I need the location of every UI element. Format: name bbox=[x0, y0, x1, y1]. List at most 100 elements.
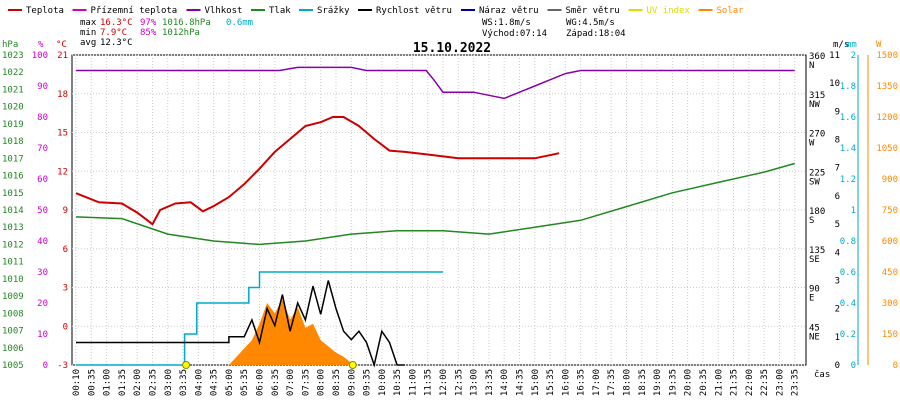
series-rain bbox=[76, 271, 443, 366]
w-tick: 1200 bbox=[876, 113, 898, 123]
series-solar bbox=[228, 298, 356, 365]
mm-tick: 0.8 bbox=[840, 237, 856, 247]
w-tick: 0 bbox=[893, 361, 898, 371]
x-tick-label: 19:35 bbox=[668, 369, 678, 396]
ms-tick: 5 bbox=[835, 220, 840, 230]
w-tick: 750 bbox=[882, 206, 898, 216]
pct-tick: 30 bbox=[37, 268, 48, 278]
mm-tick: 1.2 bbox=[840, 175, 856, 185]
mm-tick: 0.4 bbox=[840, 299, 856, 309]
x-tick-label: 05:00 bbox=[225, 369, 235, 396]
stat-label-avg: avg bbox=[80, 38, 96, 48]
mm-tick: 1.6 bbox=[840, 113, 856, 123]
x-tick-label: 17:00 bbox=[592, 369, 602, 396]
legend-label-wd: Směr větru bbox=[566, 6, 620, 16]
stat-rain-max: 0.6mm bbox=[226, 18, 253, 28]
plot-area bbox=[75, 66, 795, 369]
pct-tick: 10 bbox=[37, 330, 48, 340]
ms-tick: 11 bbox=[829, 51, 840, 61]
hpa-tick: 1012 bbox=[2, 240, 24, 250]
degc-tick: 15 bbox=[57, 129, 68, 139]
x-tick-label: 22:00 bbox=[745, 369, 755, 396]
dir-tick: 45 bbox=[809, 323, 820, 333]
mm-tick: 0.2 bbox=[840, 330, 856, 340]
x-tick-label: 21:35 bbox=[730, 369, 740, 396]
w-tick: 450 bbox=[882, 268, 898, 278]
ms-tick: 6 bbox=[835, 192, 840, 202]
x-tick-label: 16:00 bbox=[561, 369, 571, 396]
hpa-tick: 1023 bbox=[2, 51, 24, 61]
mm-tick: 2 bbox=[851, 51, 856, 61]
hpa-tick: 1010 bbox=[2, 275, 24, 285]
x-tick-label: 13:35 bbox=[485, 369, 495, 396]
x-tick-label: 08:00 bbox=[317, 369, 327, 396]
stat-label-max: max bbox=[80, 18, 97, 28]
legend-label-ws: Rychlost větru bbox=[376, 6, 452, 16]
legend-label-solar: Solar bbox=[717, 6, 745, 16]
dir-label: SE bbox=[809, 255, 820, 265]
x-axis-label: čas bbox=[814, 369, 830, 380]
pct-tick: 50 bbox=[37, 206, 48, 216]
dir-label: NE bbox=[809, 332, 820, 342]
x-tick-label: 09:35 bbox=[363, 369, 373, 396]
x-tick-label: 12:35 bbox=[454, 369, 464, 396]
x-tick-label: 00:10 bbox=[72, 369, 82, 396]
x-tick-label: 10:35 bbox=[393, 369, 403, 396]
hpa-tick: 1017 bbox=[2, 154, 24, 164]
hpa-tick: 1005 bbox=[2, 361, 24, 371]
x-tick-label: 23:35 bbox=[791, 369, 801, 396]
hpa-tick: 1020 bbox=[2, 103, 24, 113]
mm-tick: 0 bbox=[851, 361, 856, 371]
degc-tick: 6 bbox=[63, 245, 68, 255]
ms-tick: 4 bbox=[835, 248, 840, 258]
ms-tick: 10 bbox=[829, 79, 840, 89]
series-hum bbox=[76, 66, 795, 100]
ms-tick: 1 bbox=[835, 333, 840, 343]
x-tick-label: 13:00 bbox=[470, 369, 480, 396]
x-tick-label: 02:35 bbox=[148, 369, 158, 396]
x-tick-label: 21:00 bbox=[714, 369, 724, 396]
x-tick-label: 08:35 bbox=[332, 369, 342, 396]
x-tick-label: 07:00 bbox=[286, 369, 296, 396]
mm-tick: 1 bbox=[851, 206, 856, 216]
pct-tick: 80 bbox=[37, 113, 48, 123]
x-tick-label: 11:35 bbox=[424, 369, 434, 396]
degc-tick: 9 bbox=[63, 206, 68, 216]
mm-unit: mm bbox=[846, 40, 857, 50]
stat-temp-avg: 12.3°C bbox=[100, 38, 133, 48]
w-tick: 600 bbox=[882, 237, 898, 247]
x-tick-label: 06:00 bbox=[256, 369, 266, 396]
degc-tick: 3 bbox=[63, 284, 68, 294]
stat-temp-min: 7.9°C bbox=[100, 28, 127, 38]
x-tick-label: 05:35 bbox=[240, 369, 250, 396]
series-temp bbox=[75, 116, 560, 226]
stat-hum-min: 85% bbox=[140, 28, 157, 38]
uv-point bbox=[182, 361, 191, 369]
ms-tick: 3 bbox=[835, 276, 840, 286]
x-tick-label: 18:00 bbox=[623, 369, 633, 396]
stat-press-max: 1016.8hPa bbox=[162, 18, 211, 28]
x-tick-label: 04:35 bbox=[210, 369, 220, 396]
stat-hum-max: 97% bbox=[140, 18, 157, 28]
x-tick-label: 22:35 bbox=[760, 369, 770, 396]
x-tick-label: 15:35 bbox=[546, 369, 556, 396]
x-tick-label: 01:35 bbox=[118, 369, 128, 396]
x-tick-label: 14:00 bbox=[500, 369, 510, 396]
hpa-tick: 1006 bbox=[2, 344, 24, 354]
hpa-tick: 1022 bbox=[2, 68, 24, 78]
stats-panel: max 16.3°C 97% 1016.8hPa 0.6mm min 7.9°C 85% 101… bbox=[80, 18, 253, 48]
dir-tick: 90 bbox=[809, 285, 820, 295]
wind-speed-info: WS:1.8m/s bbox=[482, 18, 531, 28]
legend-label-hum: Vlhkost bbox=[205, 6, 243, 16]
x-tick-label: 03:35 bbox=[179, 369, 189, 396]
hpa-tick: 1016 bbox=[2, 172, 24, 182]
pct-tick: 70 bbox=[37, 144, 48, 154]
hpa-tick: 1021 bbox=[2, 85, 24, 95]
series-ws bbox=[76, 280, 405, 368]
degc-tick: 21 bbox=[57, 51, 68, 61]
wind-gust-info: WG:4.5m/s bbox=[566, 18, 615, 28]
mm-tick: 1.8 bbox=[840, 82, 856, 92]
x-tick-label: 00:35 bbox=[87, 369, 97, 396]
w-tick: 300 bbox=[882, 299, 898, 309]
